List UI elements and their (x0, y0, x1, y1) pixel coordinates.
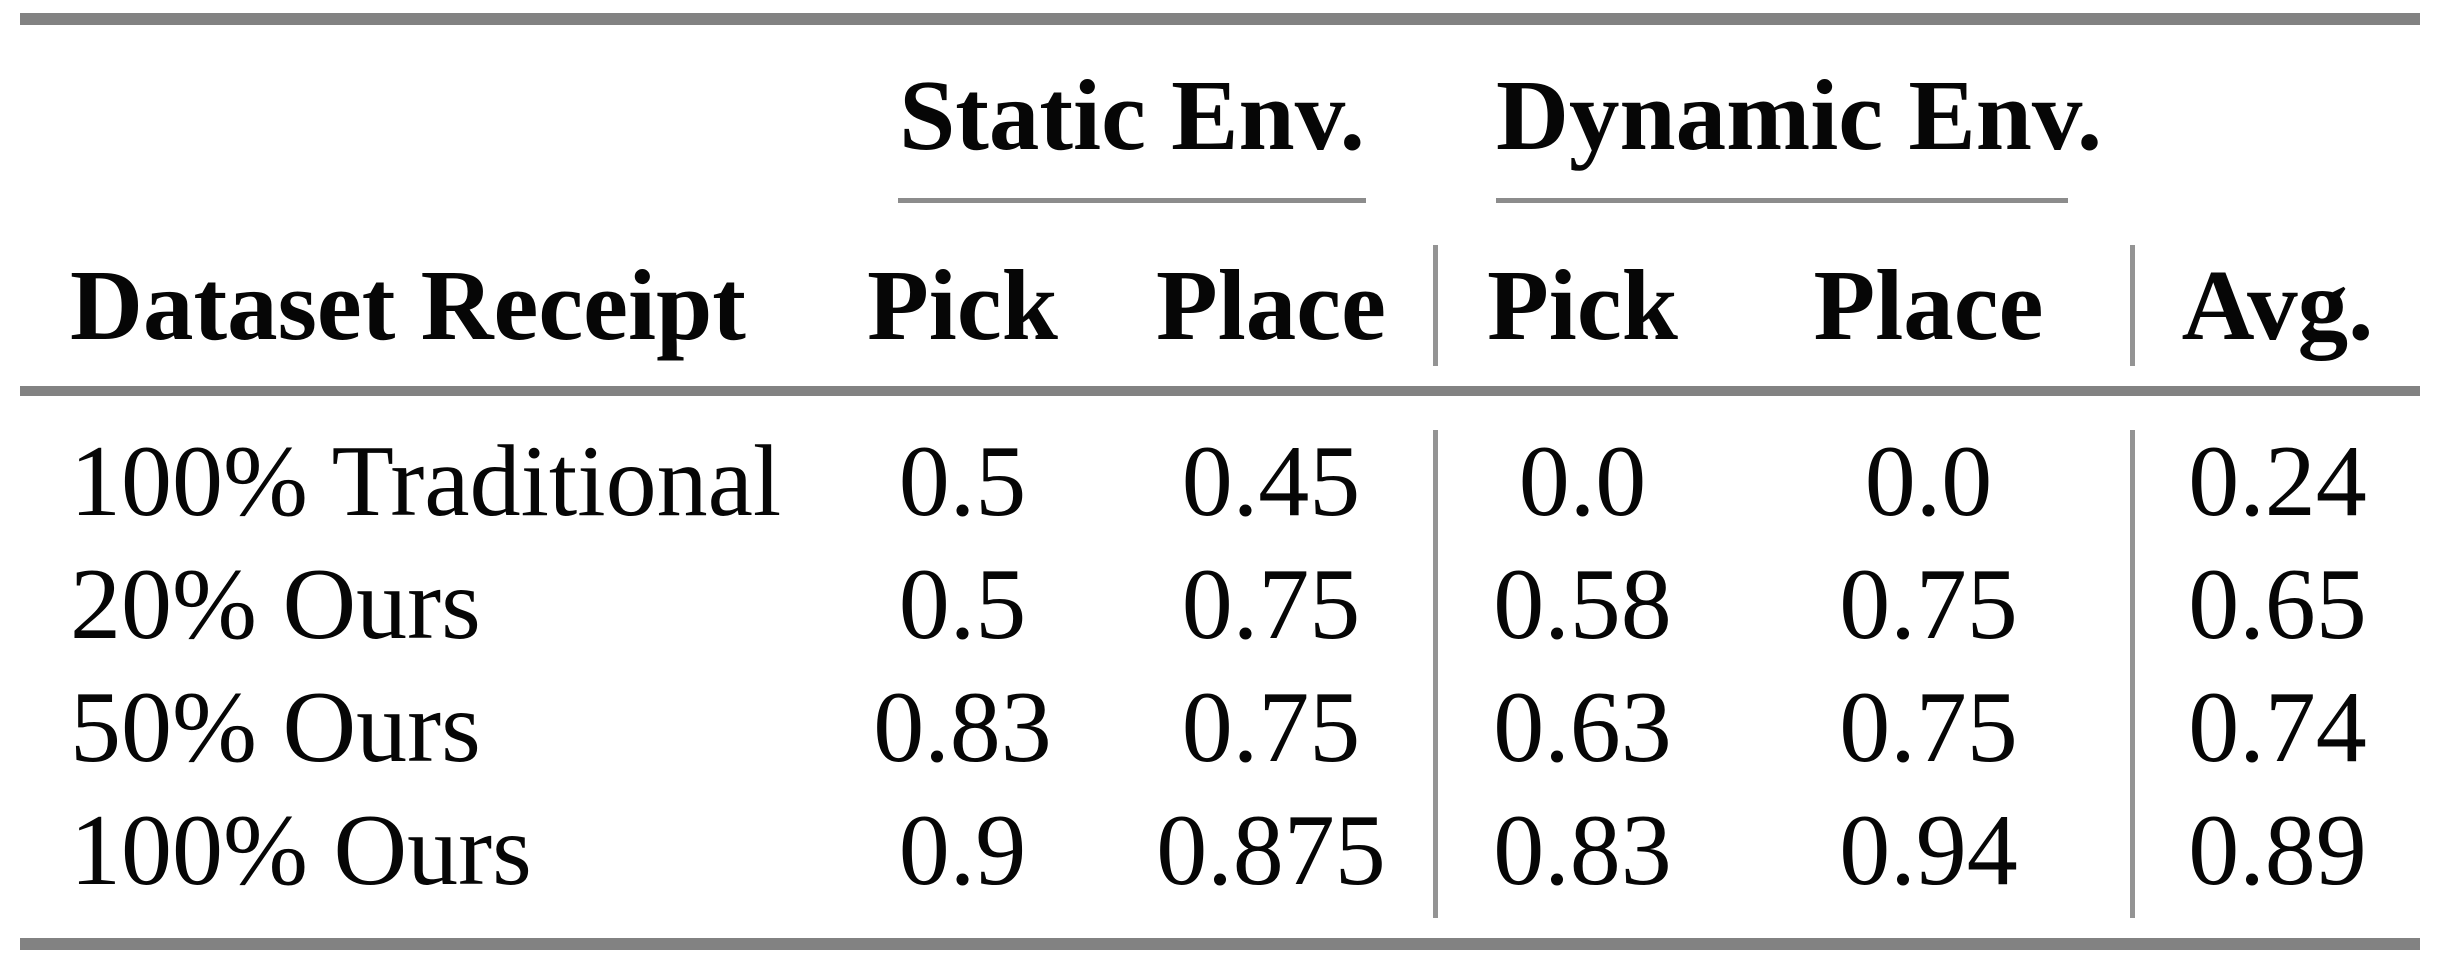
table-row: 20% Ours 0.5 0.75 0.58 0.75 0.65 (20, 543, 2420, 666)
table-row: 100% Traditional 0.5 0.45 0.0 0.0 0.24 (20, 420, 2420, 543)
cell-avg: 0.65 (2188, 548, 2367, 661)
top-rule (20, 13, 2420, 25)
cell-dynamic-pick: 0.63 (1493, 671, 1672, 784)
column-header-static-pick: Pick (867, 249, 1058, 361)
cell-dataset-label: 100% Traditional (70, 425, 782, 538)
cell-dataset-label: 100% Ours (70, 794, 532, 907)
group-header-dynamic-env: Dynamic Env. (1496, 59, 2103, 171)
cell-dynamic-place: 0.0 (1864, 425, 1993, 538)
cell-dataset-label: 50% Ours (70, 671, 481, 784)
mid-rule (20, 386, 2420, 396)
cell-static-pick: 0.9 (898, 794, 1027, 907)
bottom-rule (20, 938, 2420, 950)
static-env-cmidrule (898, 198, 1366, 203)
cell-avg: 0.24 (2188, 425, 2367, 538)
cell-dynamic-place: 0.75 (1839, 548, 2018, 661)
column-header-dynamic-place: Place (1813, 249, 2044, 361)
vertical-separator-avg-header (2130, 245, 2135, 366)
table-row: 100% Ours 0.9 0.875 0.83 0.94 0.89 (20, 789, 2420, 912)
cell-static-place: 0.75 (1181, 548, 1361, 661)
cell-static-pick: 0.5 (898, 425, 1027, 538)
vertical-separator-static-dynamic-body (1433, 430, 1438, 918)
group-header-static-env: Static Env. (899, 59, 1365, 171)
column-header-static-place: Place (1156, 249, 1386, 361)
cell-avg: 0.89 (2188, 794, 2367, 907)
cell-dataset-label: 20% Ours (70, 548, 481, 661)
cell-avg: 0.74 (2188, 671, 2367, 784)
column-header-avg: Avg. (2181, 249, 2374, 361)
cell-dynamic-pick: 0.0 (1518, 425, 1647, 538)
cell-dynamic-pick: 0.83 (1493, 794, 1672, 907)
cell-dynamic-place: 0.94 (1839, 794, 2018, 907)
cell-dynamic-pick: 0.58 (1493, 548, 1672, 661)
column-header-dynamic-pick: Pick (1487, 249, 1678, 361)
cell-static-place: 0.875 (1156, 794, 1386, 907)
cell-static-place: 0.75 (1181, 671, 1361, 784)
vertical-separator-static-dynamic-header (1433, 245, 1438, 366)
vertical-separator-avg-body (2130, 430, 2135, 918)
column-header-row: Dataset Receipt Pick Place Pick Place Av… (20, 240, 2420, 370)
table-row: 50% Ours 0.83 0.75 0.63 0.75 0.74 (20, 666, 2420, 789)
cell-static-pick: 0.83 (873, 671, 1052, 784)
dynamic-env-cmidrule (1496, 198, 2068, 203)
cell-static-place: 0.45 (1181, 425, 1361, 538)
cell-dynamic-place: 0.75 (1839, 671, 2018, 784)
cell-static-pick: 0.5 (898, 548, 1027, 661)
column-header-dataset-receipt: Dataset Receipt (70, 249, 746, 361)
